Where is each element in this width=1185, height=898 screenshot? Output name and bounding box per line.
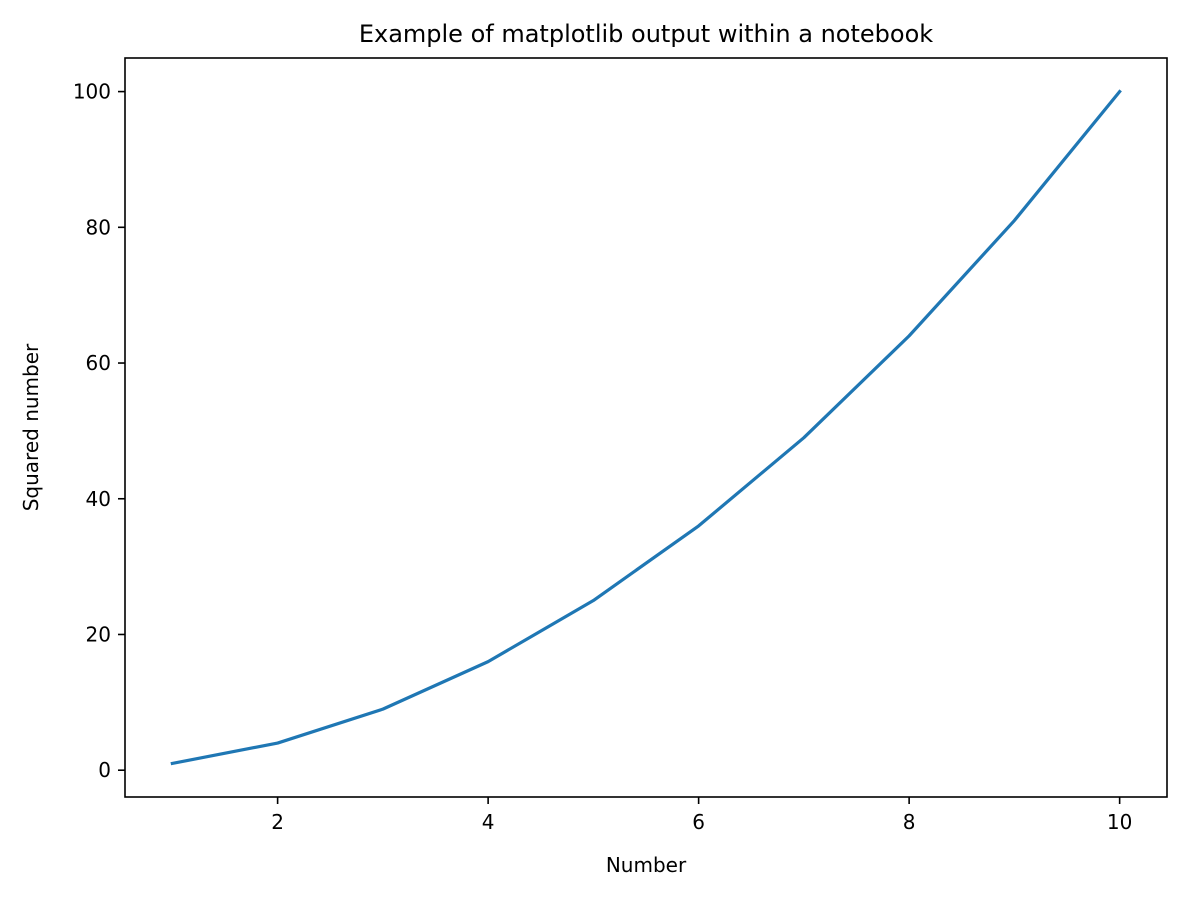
plot-area bbox=[124, 57, 1168, 798]
y-tick-label: 100 bbox=[73, 80, 111, 104]
x-tick-label: 8 bbox=[903, 810, 916, 834]
series-layer bbox=[170, 89, 1122, 766]
axes-frame bbox=[124, 57, 1168, 798]
x-tick-label: 4 bbox=[482, 810, 495, 834]
x-axis-label: Number bbox=[606, 853, 687, 877]
x-axis: 2 4 6 8 10 bbox=[271, 797, 1132, 834]
chart-title: Example of matplotlib output within a no… bbox=[359, 20, 933, 48]
y-tick-label: 40 bbox=[86, 487, 111, 511]
y-axis-label: Squared number bbox=[19, 343, 43, 511]
y-tick-label: 0 bbox=[98, 758, 111, 782]
y-tick-label: 20 bbox=[86, 622, 111, 646]
y-axis: 0 20 40 60 80 100 bbox=[73, 80, 125, 782]
y-tick-label: 80 bbox=[86, 215, 111, 239]
x-tick-label: 2 bbox=[271, 810, 284, 834]
y-tick-label: 60 bbox=[86, 351, 111, 375]
x-tick-label: 10 bbox=[1107, 810, 1132, 834]
x-tick-label: 6 bbox=[692, 810, 705, 834]
series-line bbox=[170, 89, 1122, 766]
